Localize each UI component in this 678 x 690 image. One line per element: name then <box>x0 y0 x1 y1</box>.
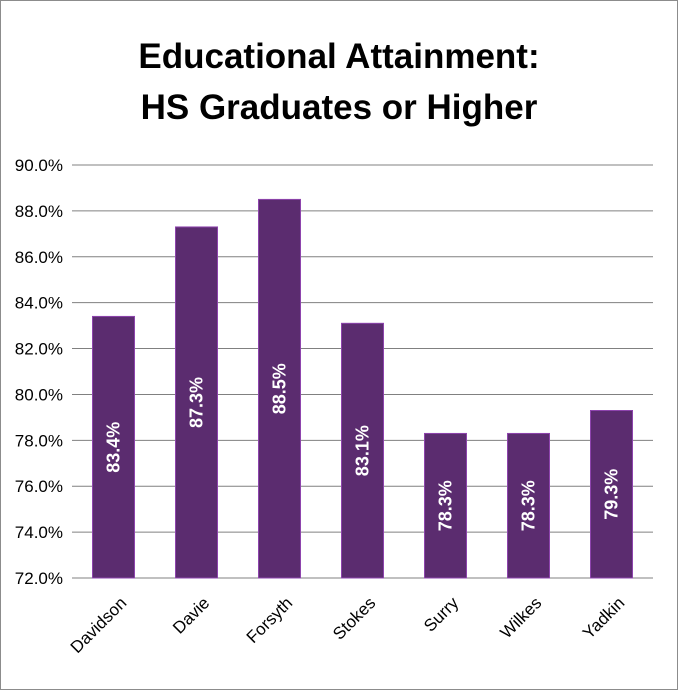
bar <box>424 432 467 579</box>
y-tick-label: 88.0% <box>15 202 63 221</box>
x-tick-label: Davie <box>169 593 213 637</box>
x-axis-labels: Davidson Davie Forsyth Stokes Surry Wilkes Yad… <box>67 593 629 657</box>
bar <box>341 322 384 579</box>
y-tick-label: 74.0% <box>15 523 63 542</box>
y-tick-label: 76.0% <box>15 477 63 496</box>
y-tick-label: 84.0% <box>15 294 63 313</box>
y-tick-label: 86.0% <box>15 248 63 267</box>
x-tick-label: Stokes <box>329 593 379 643</box>
bar <box>590 410 633 579</box>
chart-title-line-2: HS Graduates or Higher <box>140 88 538 127</box>
bar <box>175 226 218 579</box>
bar-data-label: 78.3% <box>519 480 539 531</box>
chart-title: Educational Attainment: HS Graduates or … <box>1 31 677 133</box>
y-tick-label: 78.0% <box>15 431 63 450</box>
bar <box>507 432 550 579</box>
x-tick-label: Forsyth <box>243 593 297 647</box>
bar-data-label: 78.3% <box>436 480 456 531</box>
bar-data-label: 87.3% <box>187 377 207 428</box>
bars: 83.4% 87.3% 88.5% 83.1% 78.3% 78.3% 79.3% <box>92 198 633 579</box>
y-tick-label: 72.0% <box>15 569 63 588</box>
x-tick-label: Wilkes <box>496 593 545 642</box>
bar-data-label: 83.1% <box>353 425 373 476</box>
bar-data-label: 88.5% <box>270 363 290 414</box>
bar <box>258 198 301 579</box>
chart-title-line-1: Educational Attainment: <box>138 37 540 76</box>
y-tick-label: 90.0% <box>15 156 63 175</box>
y-tick-label: 80.0% <box>15 385 63 404</box>
x-tick-label: Yadkin <box>579 593 628 642</box>
bar-data-label: 83.4% <box>104 422 124 473</box>
x-tick-label: Davidson <box>67 593 131 657</box>
x-tick-label: Surry <box>420 593 463 636</box>
y-axis-ticks: 72.0% 74.0% 76.0% 78.0% 80.0% 82.0% 84.0% 86.0%… <box>15 156 63 588</box>
y-tick-label: 82.0% <box>15 340 63 359</box>
bar <box>92 315 135 579</box>
bar-data-label: 79.3% <box>602 469 622 520</box>
